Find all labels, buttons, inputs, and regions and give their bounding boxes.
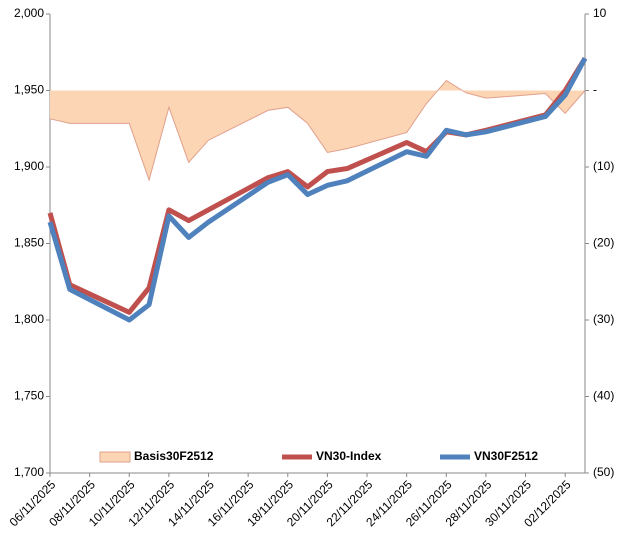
- y2-tick-label: -: [593, 83, 597, 97]
- series-line: [47, 57, 588, 323]
- area-line: [49, 79, 586, 182]
- y2-tick-label: (10): [593, 159, 614, 173]
- y-tick-label: 2,000: [14, 6, 44, 20]
- legend-label: VN30F2512: [474, 449, 538, 463]
- y-tick-label: 1,950: [14, 83, 44, 97]
- y2-tick-label: (50): [593, 465, 614, 479]
- legend-swatch: [99, 451, 131, 463]
- y-tick-label: 1,700: [14, 465, 44, 479]
- y2-tick-label: (40): [593, 389, 614, 403]
- y-tick-label: 1,750: [14, 389, 44, 403]
- legend-label: Basis30F2512: [134, 449, 214, 463]
- y2-tick-label: 10: [593, 6, 607, 20]
- y2-tick-label: (20): [593, 236, 614, 250]
- y-tick-label: 1,900: [14, 159, 44, 173]
- y-tick-label: 1,800: [14, 312, 44, 326]
- area-fill: [50, 80, 585, 181]
- y-tick-label: 1,850: [14, 236, 44, 250]
- y2-tick-label: (30): [593, 312, 614, 326]
- legend-label: VN30-Index: [316, 449, 382, 463]
